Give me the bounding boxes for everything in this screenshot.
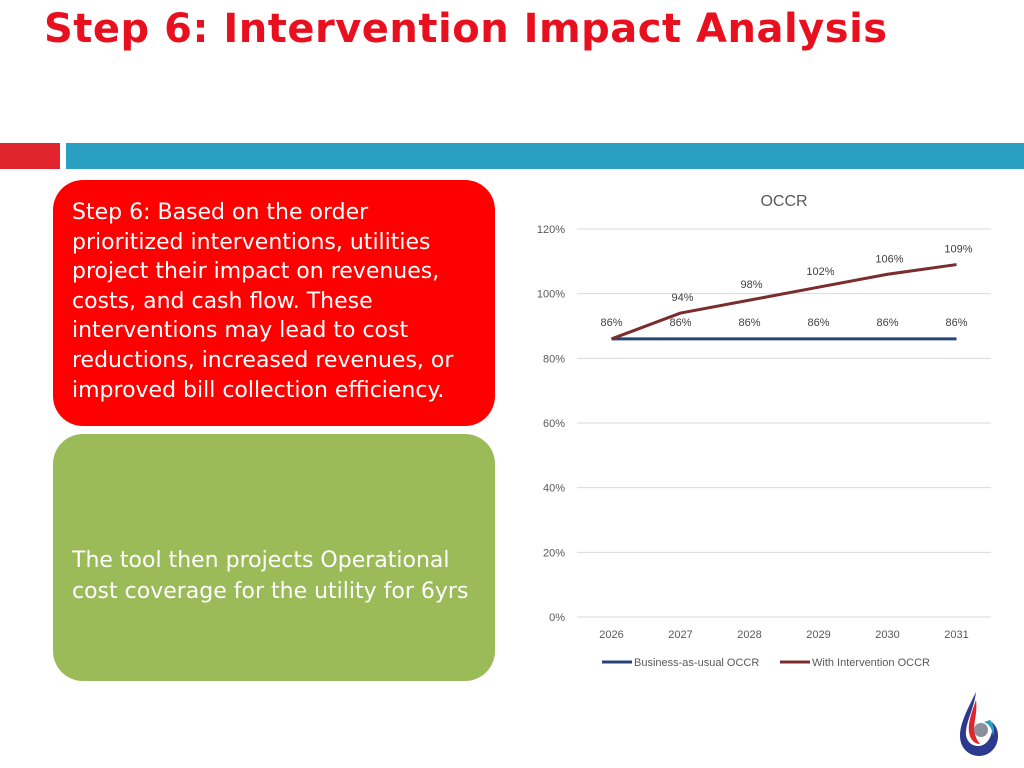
data-label: 86% — [600, 317, 622, 329]
legend-label-1: Business-as-usual OCCR — [634, 657, 759, 669]
series-line-2 — [610, 263, 957, 341]
data-label: 86% — [876, 317, 898, 329]
summary-text: The tool then projects Operational cost … — [72, 547, 469, 604]
data-label: 98% — [740, 279, 762, 291]
water-drop-logo-icon — [960, 692, 998, 756]
description-text: Step 6: Based on the order prioritized i… — [72, 200, 454, 403]
data-label: 86% — [945, 317, 967, 329]
x-tick-label: 2026 — [599, 629, 623, 641]
data-label: 102% — [806, 266, 834, 278]
x-tick-label: 2029 — [806, 629, 830, 641]
data-label: 106% — [875, 253, 903, 265]
x-tick-label: 2030 — [875, 629, 899, 641]
y-tick-label: 40% — [543, 483, 565, 495]
legend-label-2: With Intervention OCCR — [812, 657, 930, 669]
header-band-blue — [66, 143, 1024, 169]
data-label: 86% — [669, 317, 691, 329]
y-tick-label: 20% — [543, 547, 565, 559]
data-label: 94% — [671, 292, 693, 304]
y-tick-label: 0% — [549, 612, 565, 624]
data-label: 86% — [807, 317, 829, 329]
chart-title: OCCR — [760, 193, 807, 210]
y-tick-label: 80% — [543, 353, 565, 365]
x-tick-label: 2031 — [944, 629, 968, 641]
y-tick-label: 100% — [537, 289, 565, 301]
y-tick-label: 120% — [537, 224, 565, 236]
summary-card: The tool then projects Operational cost … — [53, 434, 495, 681]
occr-line-chart: OCCR 0% 20% 40% 60% 80% 100% 120% 2026 2027 2028 20… — [537, 193, 991, 669]
x-tick-label: 2028 — [737, 629, 761, 641]
y-tick-label: 60% — [543, 418, 565, 430]
data-label: 109% — [944, 244, 972, 256]
slide-title: Step 6: Intervention Impact Analysis — [44, 6, 888, 52]
header-band-red — [0, 143, 60, 169]
x-tick-label: 2027 — [668, 629, 692, 641]
data-label: 86% — [738, 317, 760, 329]
description-card: Step 6: Based on the order prioritized i… — [53, 180, 495, 426]
